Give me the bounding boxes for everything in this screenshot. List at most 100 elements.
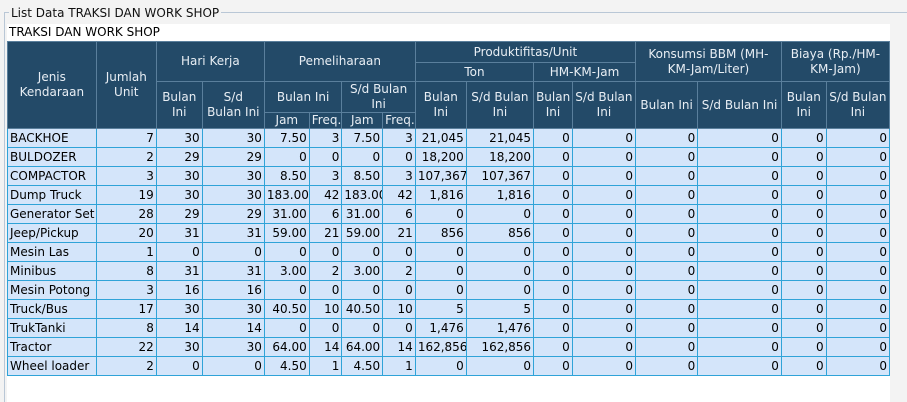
table-cell: 3.00: [341, 261, 384, 281]
table-cell: 0: [825, 128, 891, 148]
header-pem-bulan-ini: Bulan Ini: [263, 81, 343, 113]
table-cell: 0: [414, 356, 467, 376]
table-cell: 0: [533, 318, 573, 338]
header-freq-bulan-ini: Freq.: [308, 112, 343, 129]
table-cell: 8: [95, 318, 157, 338]
header-hari-sd-bulan-ini: S/d Bulan Ini: [201, 81, 265, 129]
table-cell: 107,367: [465, 166, 535, 186]
table-cell: 40.50: [341, 299, 384, 319]
table-cell: 31: [201, 261, 265, 281]
header-jumlah-unit: Jumlah Unit: [95, 41, 157, 129]
table-row[interactable]: BULDOZER 2 29 29 0 0 0 0 18,200 18,200 0 0 0 0 0 0: [7, 147, 891, 167]
header-hm-km-jam: HM-KM-Jam: [533, 62, 637, 82]
table-cell: 29: [155, 147, 203, 167]
table-cell: 3: [382, 128, 416, 148]
table-cell: 0: [697, 356, 782, 376]
table-row[interactable]: Truck/Bus 17 30 30 40.50 10 40.50 10 5 5 0 0 0 0 0 0: [7, 299, 891, 319]
table-cell: 0: [155, 356, 203, 376]
table-body: BACKHOE 7 30 30 7.50 3 7.50 3 21,045 21,045 0 0 0 0 0 0…: [7, 128, 891, 376]
header-ton-sd-bulan-ini: S/d Bulan Ini: [465, 81, 535, 129]
header-pem-sd-bulan-ini: S/d Bulan Ini: [341, 81, 416, 113]
table-cell: 30: [201, 185, 265, 205]
table-row[interactable]: Mesin Potong 3 16 16 0 0 0 0 0 0 0 0 0 0 0 0: [7, 280, 891, 300]
table-cell: 1,816: [465, 185, 535, 205]
table-cell: 0: [414, 204, 467, 224]
table-cell: 0: [533, 223, 573, 243]
table-cell: 0: [308, 318, 343, 338]
table-cell: 0: [571, 147, 637, 167]
vehicle-name-cell: BULDOZER: [7, 147, 97, 167]
table-cell: 1: [308, 356, 343, 376]
table-row[interactable]: Minibus 8 31 31 3.00 2 3.00 2 0 0 0 0 0 0 0 0: [7, 261, 891, 281]
table-cell: 6: [308, 204, 343, 224]
table-cell: 21,045: [465, 128, 535, 148]
table-cell: 42: [382, 185, 416, 205]
table-cell: 3: [95, 280, 157, 300]
table-cell: 0: [635, 147, 699, 167]
table-row[interactable]: Jeep/Pickup 20 31 31 59.00 21 59.00 21 856 856 0 0 0…: [7, 223, 891, 243]
table-cell: 0: [571, 261, 637, 281]
table-cell: 0: [263, 242, 310, 262]
table-cell: 0: [571, 280, 637, 300]
table-row[interactable]: Wheel loader 2 0 0 4.50 1 4.50 1 0 0 0 0 0 0 0 0: [7, 356, 891, 376]
table-cell: 0: [465, 261, 535, 281]
header-hari-kerja: Hari Kerja: [155, 41, 265, 82]
table-cell: 0: [571, 185, 637, 205]
table-cell: 0: [780, 318, 827, 338]
table-row[interactable]: COMPACTOR 3 30 30 8.50 3 8.50 3 107,367 107,367 0 0…: [7, 166, 891, 186]
table-cell: 0: [533, 204, 573, 224]
table-row[interactable]: Tractor 22 30 30 64.00 14 64.00 14 162,856 162,85…: [7, 337, 891, 357]
table-cell: 2: [382, 261, 416, 281]
table-row[interactable]: Dump Truck 19 30 30 183.00 42 183.00 42 1,816 1,8…: [7, 185, 891, 205]
table-row[interactable]: Mesin Las 1 0 0 0 0 0 0 0 0 0 0 0 0 0 0: [7, 242, 891, 262]
table-cell: 0: [465, 242, 535, 262]
table-cell: 856: [414, 223, 467, 243]
table-cell: 29: [155, 204, 203, 224]
table-cell: 0: [308, 280, 343, 300]
table-cell: 0: [341, 318, 384, 338]
table-cell: 0: [825, 242, 891, 262]
table-cell: 0: [571, 242, 637, 262]
table-cell: 0: [533, 185, 573, 205]
table-cell: 3.00: [263, 261, 310, 281]
table-cell: 0: [533, 299, 573, 319]
table-cell: 42: [308, 185, 343, 205]
table-cell: 0: [697, 204, 782, 224]
table-cell: 0: [697, 261, 782, 281]
table-cell: 0: [155, 242, 203, 262]
table-cell: 0: [697, 299, 782, 319]
table-cell: 183.00: [341, 185, 384, 205]
vehicle-name-cell: COMPACTOR: [7, 166, 97, 186]
table-cell: 0: [201, 242, 265, 262]
table-cell: 64.00: [341, 337, 384, 357]
table-cell: 0: [697, 280, 782, 300]
table-cell: 0: [382, 147, 416, 167]
vehicle-name-cell: Mesin Potong: [7, 280, 97, 300]
table-cell: 0: [465, 356, 535, 376]
table-cell: 10: [382, 299, 416, 319]
table-row[interactable]: TrukTanki 8 14 14 0 0 0 0 1,476 1,476 0 0 0 0 0 0: [7, 318, 891, 338]
table-cell: 0: [465, 280, 535, 300]
table-cell: 162,856: [465, 337, 535, 357]
table-cell: 21,045: [414, 128, 467, 148]
table-cell: 21: [308, 223, 343, 243]
table-row[interactable]: BACKHOE 7 30 30 7.50 3 7.50 3 21,045 21,045 0 0 0 0 0 0: [7, 128, 891, 148]
table-cell: 0: [635, 128, 699, 148]
header-ton-bulan-ini: Bulan Ini: [414, 81, 467, 129]
vehicle-name-cell: Mesin Las: [7, 242, 97, 262]
table-cell: 0: [780, 356, 827, 376]
header-jam-bulan-ini: Jam: [263, 112, 310, 129]
table-cell: 31: [201, 223, 265, 243]
header-pemeliharaan: Pemeliharaan: [263, 41, 416, 82]
table-cell: 30: [155, 185, 203, 205]
table-cell: 0: [780, 128, 827, 148]
table-cell: 183.00: [263, 185, 310, 205]
table-cell: 0: [780, 223, 827, 243]
table-cell: 17: [95, 299, 157, 319]
table-cell: 64.00: [263, 337, 310, 357]
table-cell: 0: [635, 261, 699, 281]
table-cell: 2: [95, 147, 157, 167]
table-cell: 0: [571, 299, 637, 319]
table-row[interactable]: Generator Set 28 29 29 31.00 6 31.00 6 0 0 0 0 0 0 0 0: [7, 204, 891, 224]
table-cell: 28: [95, 204, 157, 224]
